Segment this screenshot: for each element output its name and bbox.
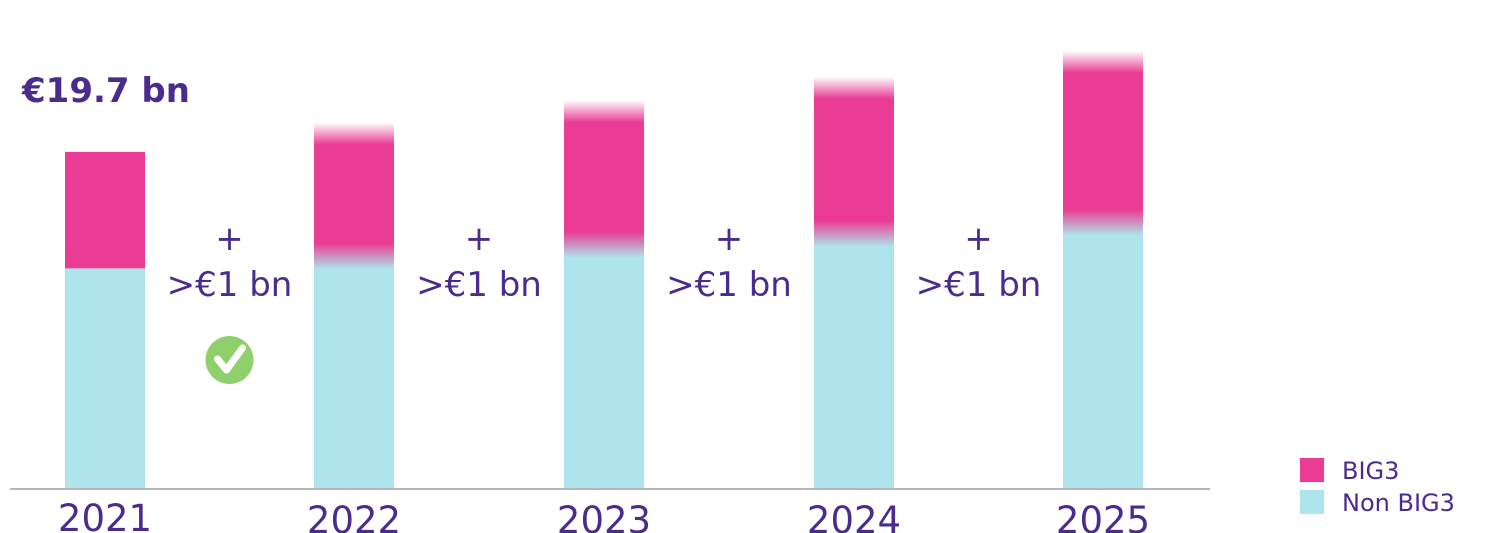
bar-segment-big3-2021: [65, 151, 145, 269]
increment-plus-2: +: [465, 219, 494, 259]
increment-plus-3: +: [715, 219, 744, 259]
bar-2023: [564, 100, 644, 489]
increment-value-1: >€1 bn: [167, 265, 293, 305]
bar-segment-non-big3-2021: [65, 268, 145, 489]
increment-value-4: >€1 bn: [916, 265, 1042, 305]
x-tick-label-2023: 2023: [557, 499, 651, 533]
x-tick-label-2024: 2024: [807, 499, 901, 533]
increment-value-2: >€1 bn: [416, 265, 542, 305]
x-tick-label-2021: 2021: [58, 497, 152, 533]
total-value-label: €19.7 bn: [21, 71, 190, 111]
legend-label-big3: BIG3: [1342, 457, 1399, 485]
increment-plus-4: +: [964, 219, 993, 259]
x-tick-labels: 2021 2022 2023 2024 2025: [58, 497, 1150, 533]
increment-annotations: + >€1 bn + >€1 bn + >€1 bn + >€1 bn: [167, 219, 1042, 384]
x-tick-label-2025: 2025: [1056, 499, 1150, 533]
bar-2022: [314, 122, 394, 489]
check-circle-icon: [205, 336, 254, 384]
increment-plus-1: +: [215, 219, 244, 259]
increment-value-3: >€1 bn: [666, 265, 792, 305]
legend-swatch-non-big3: [1300, 490, 1324, 514]
legend: BIG3 Non BIG3: [1300, 457, 1455, 517]
bar-2024: [814, 76, 894, 490]
bars-group: [65, 50, 1143, 490]
x-tick-label-2022: 2022: [307, 499, 401, 533]
bar-2025: [1063, 50, 1143, 490]
legend-label-non-big3: Non BIG3: [1342, 489, 1455, 517]
legend-swatch-big3: [1300, 458, 1324, 482]
